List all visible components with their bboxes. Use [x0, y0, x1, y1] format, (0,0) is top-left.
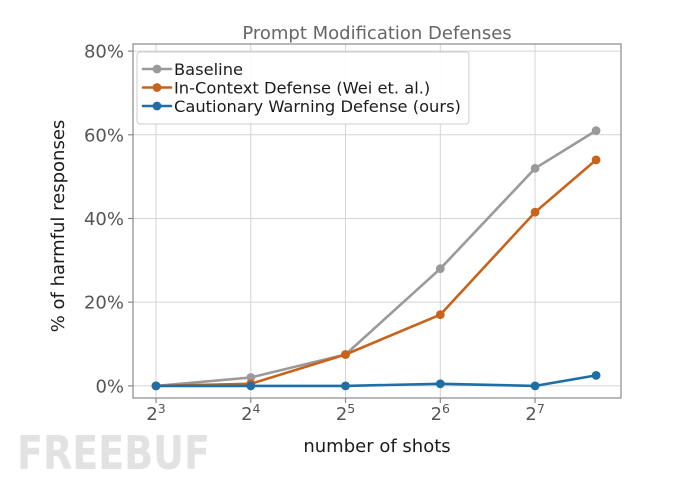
x-tick-label: 27: [525, 401, 544, 425]
baseline-point: [246, 373, 256, 382]
legend-item-in-context-defense-wei-et-al: In-Context Defense (Wei et. al.): [141, 78, 430, 97]
chart-title: Prompt Modification Defenses: [242, 23, 511, 44]
x-tick-exponent: 3: [158, 401, 166, 416]
in-context-defense-wei-et-al-point: [591, 155, 601, 165]
series: [151, 126, 601, 391]
freebuf-watermark: FREEBUF: [17, 426, 210, 479]
cautionary-warning-defense-ours-point: [435, 379, 445, 389]
cautionary-warning-defense-ours-point: [591, 371, 601, 380]
cautionary-warning-defense-ours-point: [151, 381, 161, 391]
cautionary-warning-defense-ours-point: [341, 381, 350, 391]
cautionary-warning-defense-ours-line: [154, 374, 598, 388]
cautionary-warning-defense-ours-point: [246, 381, 256, 391]
y-tick-label: 0%: [95, 376, 124, 397]
in-context-defense-wei-et-al-point: [341, 350, 350, 359]
x-tick-base: 2: [525, 404, 536, 425]
y-tick-label: 60%: [84, 125, 124, 146]
baseline-point: [435, 264, 445, 274]
legend-box: [136, 51, 470, 125]
legend-marker: [152, 64, 162, 74]
legend-marker: [152, 101, 162, 111]
x-tick-exponent: 7: [537, 401, 545, 416]
x-tick-base: 2: [241, 404, 252, 425]
x-tick-label: 23: [146, 401, 165, 425]
plot-frame: [132, 43, 622, 399]
baseline-point: [591, 126, 601, 135]
y-tick-label: 20%: [84, 293, 124, 314]
x-tick-base: 2: [336, 404, 347, 425]
x-axis-label: number of shots: [303, 436, 450, 457]
legend-label: In-Context Defense (Wei et. al.): [174, 78, 430, 97]
legend-label: Baseline: [174, 60, 243, 79]
legend-marker: [152, 83, 162, 92]
in-context-defense-wei-et-al-line: [154, 158, 598, 388]
baseline-point: [530, 163, 540, 173]
x-tick-label: 26: [431, 401, 450, 425]
x-tick-base: 2: [431, 404, 442, 425]
x-tick-base: 2: [146, 404, 157, 425]
x-tick-exponent: 4: [253, 401, 261, 416]
x-tick-exponent: 5: [347, 401, 355, 416]
x-tick-label: 24: [241, 401, 260, 425]
x-tick-exponent: 6: [442, 401, 450, 416]
legend-item-cautionary-warning-defense-ours: Cautionary Warning Defense (ours): [141, 97, 461, 116]
in-context-defense-wei-et-al-point: [435, 310, 445, 320]
y-tick-label: 40%: [84, 209, 124, 230]
baseline-line: [154, 129, 598, 388]
legend-item-baseline: Baseline: [141, 60, 243, 79]
y-axis-label: % of harmful responses: [48, 120, 69, 333]
plot-area: 0%20%40%60%80%23 24 25 26 27 BaselineIn-Cont…: [84, 42, 622, 425]
axes: 0%20%40%60%80%23 24 25 26 27: [84, 42, 622, 425]
x-tick-label: 25: [336, 401, 355, 425]
cautionary-warning-defense-ours-point: [530, 381, 540, 391]
y-tick-label: 80%: [84, 42, 124, 63]
in-context-defense-wei-et-al-point: [530, 207, 540, 217]
cautionary-warning-defense-ours-series: [151, 371, 601, 391]
legend-label: Cautionary Warning Defense (ours): [174, 97, 461, 116]
